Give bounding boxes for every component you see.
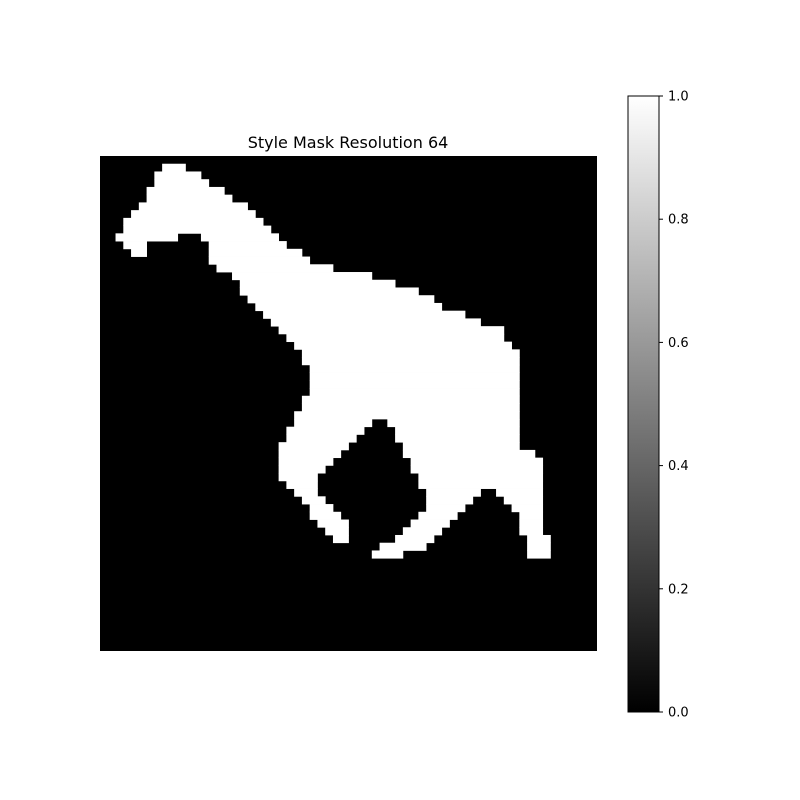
- mask-cell-run: [519, 519, 544, 528]
- colorbar-tick-label: 1.0: [668, 90, 689, 105]
- mask-cell-run: [123, 241, 147, 250]
- mask-cell-run: [294, 411, 388, 420]
- mask-cell-run: [418, 511, 458, 520]
- mask-cell-run: [387, 411, 520, 420]
- mask-cell-run: [519, 527, 544, 536]
- mask-cell-run: [216, 264, 334, 273]
- mask-cell-run: [278, 465, 326, 474]
- mask-cell-run: [317, 519, 349, 528]
- colorbar: 0.0 0.2 0.4 0.6 0.8 1.0: [627, 90, 689, 721]
- mask-cell-run: [247, 295, 435, 304]
- mask-cell-run: [371, 550, 404, 559]
- mask-cell-run: [208, 256, 311, 265]
- mask-cell-run: [278, 326, 505, 335]
- mask-cell-run: [123, 217, 264, 227]
- colorbar-ticks: 0.0 0.2 0.4 0.6 0.8 1.0: [659, 90, 689, 721]
- colorbar-tick-label: 0.6: [668, 336, 689, 351]
- mask-cell-run: [200, 233, 280, 242]
- mask-cell-run: [402, 442, 520, 451]
- mask-cell-run: [395, 426, 520, 435]
- mask-cell-run: [309, 364, 520, 373]
- mask-cell-run: [162, 163, 186, 172]
- colorbar-gradient: [627, 95, 660, 713]
- mask-cell-run: [402, 527, 443, 536]
- mask-cell-run: [146, 186, 225, 196]
- heatmap-image: [100, 156, 597, 651]
- colorbar-tick-label: 0.2: [668, 582, 689, 597]
- mask-cell-run: [325, 527, 349, 536]
- mask-cell-run: [286, 480, 318, 489]
- mask-cell-run: [263, 310, 466, 319]
- mask-cell-run: [278, 442, 349, 451]
- mask-cell-run: [131, 248, 147, 257]
- mask-cell-run: [239, 287, 419, 296]
- mask-cell-run: [232, 272, 373, 281]
- mask-cell-run: [270, 318, 481, 327]
- mask-cell-run: [410, 465, 544, 474]
- mask-cell-run: [332, 534, 349, 544]
- mask-cell-run: [309, 504, 334, 513]
- mask-cell-run: [146, 194, 233, 203]
- mask-cell-run: [527, 542, 551, 551]
- mask-cell-run: [519, 511, 544, 520]
- mask-cell-run: [208, 248, 303, 257]
- mask-cell-run: [115, 233, 179, 242]
- mask-cell-run: [294, 418, 373, 428]
- mask-cell-run: [426, 504, 466, 513]
- mask-cell-run: [395, 534, 435, 544]
- mask-cell-run: [418, 473, 544, 482]
- mask-cell-run: [294, 488, 318, 497]
- mask-cell-run: [503, 496, 544, 505]
- mask-cell-run: [301, 395, 520, 404]
- mask-cell-run: [278, 457, 334, 466]
- mask-cell-run: [154, 179, 210, 188]
- mask-cell-run: [309, 388, 520, 397]
- mask-cell-run: [511, 504, 544, 513]
- colorbar-tick-label: 0.4: [668, 459, 689, 474]
- mask-cell-run: [309, 372, 520, 381]
- mask-cell-run: [208, 241, 287, 250]
- mask-cell-run: [286, 434, 357, 443]
- mask-cell-run: [387, 418, 520, 428]
- colorbar-tick-label: 0.0: [668, 706, 689, 721]
- mask-cell-run: [410, 457, 544, 466]
- mask-cell-run: [527, 550, 551, 559]
- mask-cell-run: [496, 488, 544, 497]
- mask-cell-run: [402, 449, 536, 459]
- mask-cell-run: [131, 210, 256, 219]
- mask-cell-run: [301, 403, 520, 412]
- mask-cell-run: [301, 496, 326, 505]
- mask-cell-run: [294, 341, 512, 350]
- mask-cell-run: [301, 357, 520, 366]
- mask-cell-run: [379, 542, 427, 551]
- mask-cell-run: [278, 449, 342, 459]
- mask-cell-run: [301, 349, 520, 358]
- mask-cell-run: [426, 496, 474, 505]
- mask-cell-run: [395, 434, 520, 443]
- mask-cell-run: [255, 302, 443, 312]
- mask-cell-run: [410, 519, 450, 528]
- mask-cell-run: [426, 488, 481, 497]
- chart-title: Style Mask Resolution 64: [248, 133, 449, 152]
- mask-cell-run: [286, 333, 505, 343]
- mask-cell-run: [527, 534, 551, 544]
- mask-cell-run: [138, 202, 248, 211]
- mask-cell-run: [154, 171, 202, 180]
- mask-cell-run: [309, 380, 520, 389]
- mask-cell-run: [278, 473, 318, 482]
- mask-cell-run: [239, 279, 396, 288]
- mask-cell-run: [286, 426, 365, 435]
- mask-cell-run: [418, 480, 544, 489]
- mask-cell-run: [309, 511, 342, 520]
- mask-cell-run: [123, 225, 272, 234]
- mask-cells: [115, 163, 551, 559]
- colorbar-tick-label: 0.8: [668, 213, 689, 228]
